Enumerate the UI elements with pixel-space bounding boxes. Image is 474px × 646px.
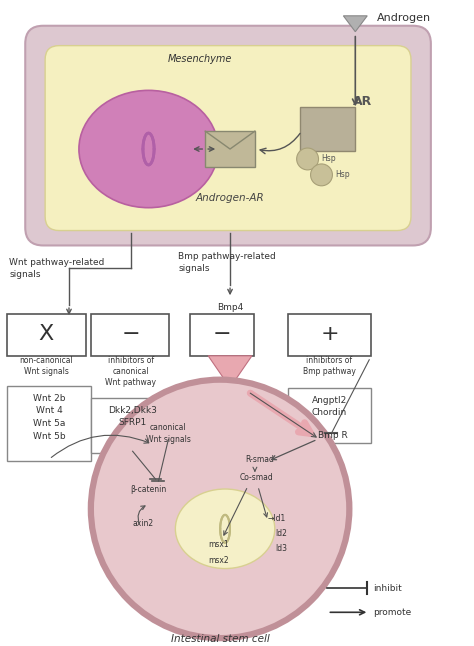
Text: −: − <box>121 324 140 344</box>
Polygon shape <box>343 16 367 32</box>
Text: inhibitors of
Bmp pathway: inhibitors of Bmp pathway <box>303 356 356 376</box>
Text: Bmp4: Bmp4 <box>217 303 243 312</box>
Text: Hsp: Hsp <box>321 154 336 163</box>
FancyBboxPatch shape <box>288 314 371 356</box>
Text: axin2: axin2 <box>133 519 154 528</box>
Text: Bmp R: Bmp R <box>318 431 347 440</box>
Text: inhibit: inhibit <box>373 584 402 593</box>
Text: canonical
Wnt signals: canonical Wnt signals <box>146 423 191 444</box>
Text: Wnt pathway-related
signals: Wnt pathway-related signals <box>9 258 105 279</box>
FancyBboxPatch shape <box>8 314 86 356</box>
Text: Id2: Id2 <box>275 529 287 538</box>
FancyBboxPatch shape <box>300 107 356 151</box>
Ellipse shape <box>79 90 218 207</box>
Text: −: − <box>213 324 231 344</box>
Text: inhibitors of
canonical
Wnt pathway: inhibitors of canonical Wnt pathway <box>105 356 156 387</box>
Text: msx2: msx2 <box>208 556 228 565</box>
FancyBboxPatch shape <box>91 397 174 453</box>
Text: R-smad: R-smad <box>245 455 274 464</box>
Text: X: X <box>38 324 54 344</box>
Text: Wnt 2b
Wnt 4
Wnt 5a
Wnt 5b: Wnt 2b Wnt 4 Wnt 5a Wnt 5b <box>33 393 65 441</box>
FancyBboxPatch shape <box>8 386 91 461</box>
Text: Dkk2,Dkk3
SFRP1: Dkk2,Dkk3 SFRP1 <box>108 406 157 428</box>
Text: Angptl2
Chordin: Angptl2 Chordin <box>312 395 347 417</box>
Ellipse shape <box>175 489 275 568</box>
Circle shape <box>297 148 319 170</box>
Text: →Id1: →Id1 <box>268 514 286 523</box>
Text: Mesenchyme: Mesenchyme <box>168 54 232 63</box>
Text: promote: promote <box>373 608 411 617</box>
Polygon shape <box>208 356 252 388</box>
FancyBboxPatch shape <box>288 388 371 443</box>
Text: Hsp: Hsp <box>336 171 350 180</box>
FancyBboxPatch shape <box>25 26 431 245</box>
Circle shape <box>91 380 349 638</box>
Bar <box>205 131 255 167</box>
Text: Androgen-AR: Androgen-AR <box>196 193 264 203</box>
Text: non-canonical
Wnt signals: non-canonical Wnt signals <box>19 356 73 376</box>
Text: Co-smad: Co-smad <box>240 473 273 481</box>
Text: AR: AR <box>353 95 373 108</box>
Text: Bmp pathway-related
signals: Bmp pathway-related signals <box>178 253 276 273</box>
FancyBboxPatch shape <box>91 314 169 356</box>
Text: +: + <box>320 324 339 344</box>
Text: β-catenin: β-catenin <box>130 484 167 494</box>
Text: Androgen: Androgen <box>377 13 431 23</box>
FancyBboxPatch shape <box>190 314 254 356</box>
Text: msx1: msx1 <box>208 540 228 549</box>
Circle shape <box>310 164 332 186</box>
Text: Id3: Id3 <box>275 544 287 553</box>
FancyBboxPatch shape <box>45 46 411 231</box>
Text: Intestinal stem cell: Intestinal stem cell <box>171 634 270 644</box>
